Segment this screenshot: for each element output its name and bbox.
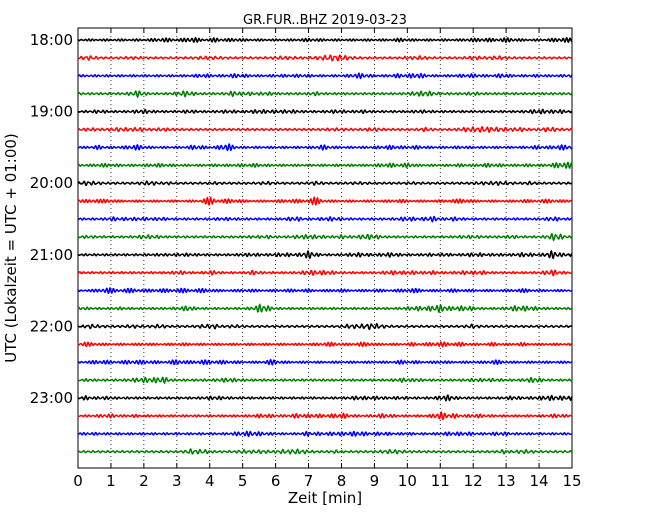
y-axis-title: UTC (Lokalzeit = UTC + 01:00)	[2, 133, 20, 363]
trace-2145	[77, 303, 573, 314]
trace-2245	[77, 376, 573, 385]
trace-2315	[77, 410, 573, 421]
trace-1915	[77, 125, 573, 134]
x-tick-label: 5	[238, 472, 248, 490]
x-tick-label: 10	[398, 472, 417, 490]
x-tick-label: 7	[304, 472, 314, 490]
trace-2030	[77, 215, 573, 223]
chart-title: GR.FUR..BHZ 2019-03-23	[243, 13, 407, 28]
trace-1800	[77, 36, 573, 44]
trace-2115	[77, 269, 573, 277]
trace-2200	[77, 322, 572, 331]
x-tick-label: 9	[370, 472, 380, 490]
y-tick-label: 21:00	[30, 246, 73, 264]
trace-2130	[77, 287, 573, 295]
x-tick-label: 0	[73, 472, 83, 490]
trace-2330	[78, 430, 573, 438]
trace-1815	[77, 54, 573, 62]
x-tick-label: 1	[106, 472, 116, 490]
trace-2300	[77, 394, 573, 402]
x-tick-label: 4	[205, 472, 215, 490]
trace-2345	[77, 448, 573, 455]
x-tick-label: 12	[464, 472, 483, 490]
y-axis-ticks: 18:00 19:00 20:00 21:00 22:00 23:00	[30, 31, 572, 407]
x-tick-label: 15	[562, 472, 581, 490]
x-tick-label: 14	[530, 472, 549, 490]
x-tick-label: 8	[337, 472, 347, 490]
trace-2045	[77, 232, 573, 242]
trace-group	[77, 36, 573, 455]
y-tick-label: 22:00	[30, 317, 73, 335]
trace-2100	[77, 249, 573, 260]
y-tick-label: 23:00	[30, 389, 73, 407]
grid-lines	[110, 28, 540, 468]
y-tick-label: 20:00	[30, 174, 73, 192]
trace-1900	[77, 108, 573, 115]
x-axis-title: Zeit [min]	[288, 489, 362, 507]
x-tick-label: 13	[497, 472, 516, 490]
trace-2015	[77, 195, 573, 207]
trace-1830	[77, 72, 573, 80]
trace-1930	[77, 142, 573, 152]
trace-2230	[77, 358, 573, 366]
y-tick-label: 18:00	[30, 31, 73, 49]
trace-1845	[77, 90, 573, 99]
x-tick-label: 3	[172, 472, 182, 490]
y-tick-label: 19:00	[30, 103, 73, 121]
x-tick-label: 6	[271, 472, 281, 490]
plot-frame	[77, 27, 573, 469]
x-tick-label: 2	[139, 472, 149, 490]
trace-2215	[77, 340, 573, 348]
x-axis-ticks: 0 1 2 3 4 5 6 7 8 9 10 11 12 13 14 15	[73, 28, 582, 490]
trace-2000	[77, 180, 573, 187]
x-tick-label: 11	[431, 472, 450, 490]
trace-1945	[77, 161, 573, 170]
